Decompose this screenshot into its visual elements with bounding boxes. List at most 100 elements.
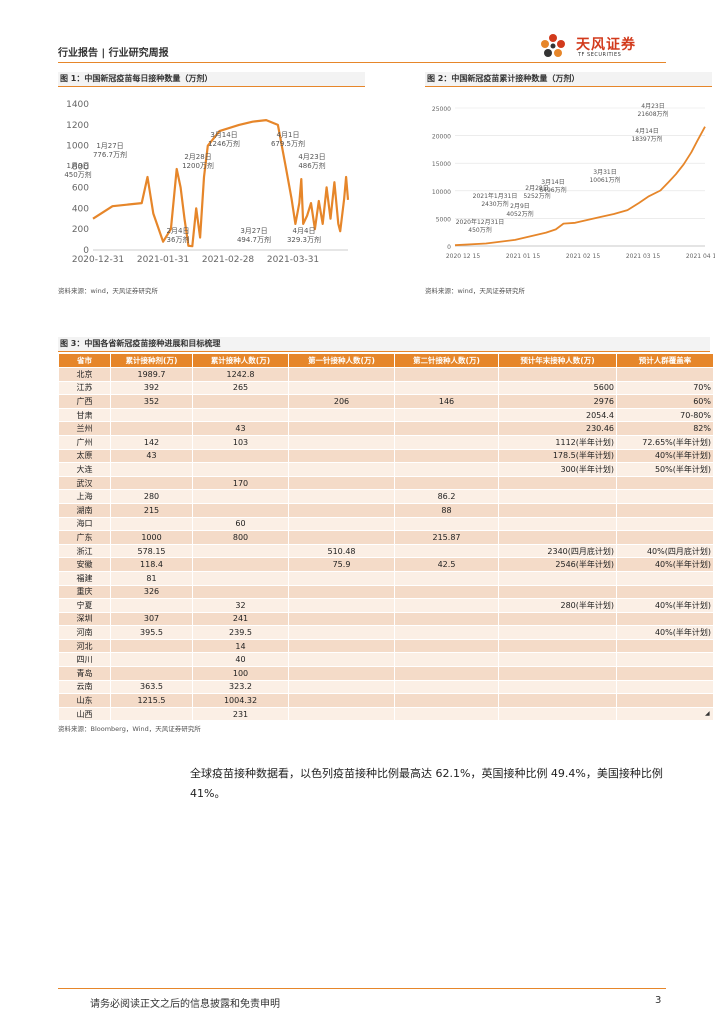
- table-cell: [616, 652, 714, 668]
- column-header: 第二针接种人数(万): [394, 353, 499, 368]
- table-cell: 88: [394, 502, 499, 518]
- table-cell: 北京: [58, 367, 111, 382]
- table-cell: 河北: [58, 638, 111, 654]
- table-cell: 239.5: [192, 625, 289, 640]
- table-cell: 1242.8: [192, 367, 289, 382]
- table-cell: [616, 475, 714, 491]
- table-row: 福建 81: [58, 570, 714, 586]
- annotation-label: 3月14日: [541, 179, 564, 186]
- scroll-arrow-icon: ◢: [705, 710, 710, 717]
- figure1-chart: 0 200 400 600 800 1000 1200 1400 2020-12-31 2021-…: [58, 90, 363, 270]
- x-tick-label: 2021-02-28: [202, 255, 255, 265]
- table-cell: [288, 666, 395, 681]
- table-cell: [394, 638, 499, 654]
- table-cell: [498, 611, 617, 627]
- table-cell: [288, 584, 395, 600]
- table-cell: 山东: [58, 693, 111, 708]
- table-cell: 山西: [58, 706, 111, 722]
- x-tick-label: 2021 02 15: [566, 253, 601, 260]
- table-cell: 82%: [616, 421, 714, 436]
- y-tick-label: 15000: [432, 161, 451, 168]
- table-cell: [616, 530, 714, 545]
- annotation-label: 4月23日: [641, 103, 664, 110]
- y-tick-label: 1200: [66, 121, 89, 131]
- annotation-label: 679.5万剂: [271, 139, 305, 148]
- table-cell: [394, 625, 499, 640]
- table-row: 云南 363.5 323.2: [58, 679, 714, 695]
- figure2-chart: 0 5000 10000 15000 20000 25000 2020 12 15 2021 …: [425, 90, 715, 270]
- table-cell: [616, 367, 714, 382]
- table-cell: [616, 570, 714, 586]
- table-cell: [394, 516, 499, 532]
- annotation-label: 329.3万剂: [287, 235, 321, 244]
- table-row: 河南 395.5 239.5 40%(半年计划): [58, 625, 714, 640]
- table-cell: [616, 666, 714, 681]
- figure2-title: 图 2：中国新冠疫苗累计接种数量（万剂）: [425, 72, 712, 87]
- table-cell: 146: [394, 394, 499, 409]
- table-cell: 231: [192, 706, 289, 722]
- annotation-label: 1月9日: [67, 162, 90, 170]
- x-tick-label: 2021 03 15: [626, 253, 661, 260]
- annotation-label: 4052万剂: [506, 210, 533, 218]
- annotation-label: 3月27日: [240, 227, 267, 235]
- table-cell: [192, 489, 289, 504]
- table-cell: [394, 666, 499, 681]
- table-cell: 广东: [58, 530, 111, 545]
- table-cell: 甘肃: [58, 407, 111, 423]
- annotation-label: 2月28日: [525, 185, 548, 192]
- table-cell: [192, 502, 289, 518]
- table-cell: [394, 367, 499, 382]
- table-row: 甘肃 2054.4 70-80%: [58, 407, 714, 423]
- table-cell: 326: [110, 584, 193, 600]
- page-header: 行业报告 | 行业研究周报 天风证券 TF SECURITIES: [58, 32, 666, 63]
- figure3-table-wrap: 省市 累计接种剂(万) 累计接种人数(万) 第一针接种人数(万) 第二针接种人数(万) 预…: [58, 353, 714, 722]
- table-cell: 118.4: [110, 557, 193, 572]
- column-header: 第一针接种人数(万): [288, 353, 395, 368]
- table-cell: [498, 502, 617, 518]
- table-row: 青岛 100: [58, 666, 714, 681]
- table-cell: [394, 693, 499, 708]
- y-tick-label: 1400: [66, 100, 89, 110]
- table-cell: [110, 462, 193, 477]
- table-cell: 青岛: [58, 666, 111, 681]
- table-cell: 178.5(半年计划): [498, 448, 617, 464]
- table-cell: [288, 652, 395, 668]
- y-tick-label: 10000: [432, 189, 451, 196]
- table-cell: [394, 475, 499, 491]
- table-cell: [288, 367, 395, 382]
- table-cell: [192, 557, 289, 572]
- table-cell: 广州: [58, 434, 111, 450]
- figure3-title: 图 3：中国各省新冠疫苗接种进展和目标梳理: [58, 337, 710, 352]
- x-tick-label: 2021-01-31: [137, 255, 189, 265]
- table-cell: [394, 462, 499, 477]
- table-cell: 1004.32: [192, 693, 289, 708]
- table-cell: 215.87: [394, 530, 499, 545]
- table-cell: [498, 475, 617, 491]
- table-cell: [394, 380, 499, 396]
- y-tick-label: 0: [447, 244, 451, 251]
- annotation-label: 18397万剂: [631, 135, 662, 143]
- table-cell: [288, 679, 395, 695]
- table-cell: [192, 570, 289, 586]
- table-cell: [616, 693, 714, 708]
- y-tick-label: 25000: [432, 106, 451, 113]
- province-vaccine-table: 省市 累计接种剂(万) 累计接种人数(万) 第一针接种人数(万) 第二针接种人数(万) 预…: [58, 353, 714, 722]
- footer-disclaimer: 请务必阅读正文之后的信息披露和免责申明: [90, 999, 280, 1010]
- y-tick-label: 5000: [436, 216, 451, 223]
- table-cell: [616, 638, 714, 654]
- x-tick-label: 2021 01 15: [506, 253, 541, 260]
- figure1-svg: 0 200 400 600 800 1000 1200 1400 2020-12-31 2021-…: [64, 100, 350, 265]
- table-cell: 103: [192, 434, 289, 450]
- table-cell: [498, 625, 617, 640]
- table-cell: [394, 543, 499, 559]
- table-cell: 578.15: [110, 543, 193, 559]
- table-row: 宁夏 32 280(半年计划) 40%(半年计划): [58, 598, 714, 613]
- table-cell: 206: [288, 394, 395, 409]
- table-cell: 307: [110, 611, 193, 627]
- table-cell: [394, 598, 499, 613]
- table-cell: 395.5: [110, 625, 193, 640]
- annotation-label: 450万剂: [64, 170, 91, 179]
- column-header: 预计人群覆盖率: [616, 353, 714, 368]
- annotation-label: 450万剂: [468, 226, 491, 234]
- annotation-label: 2020年12月31日: [456, 218, 505, 226]
